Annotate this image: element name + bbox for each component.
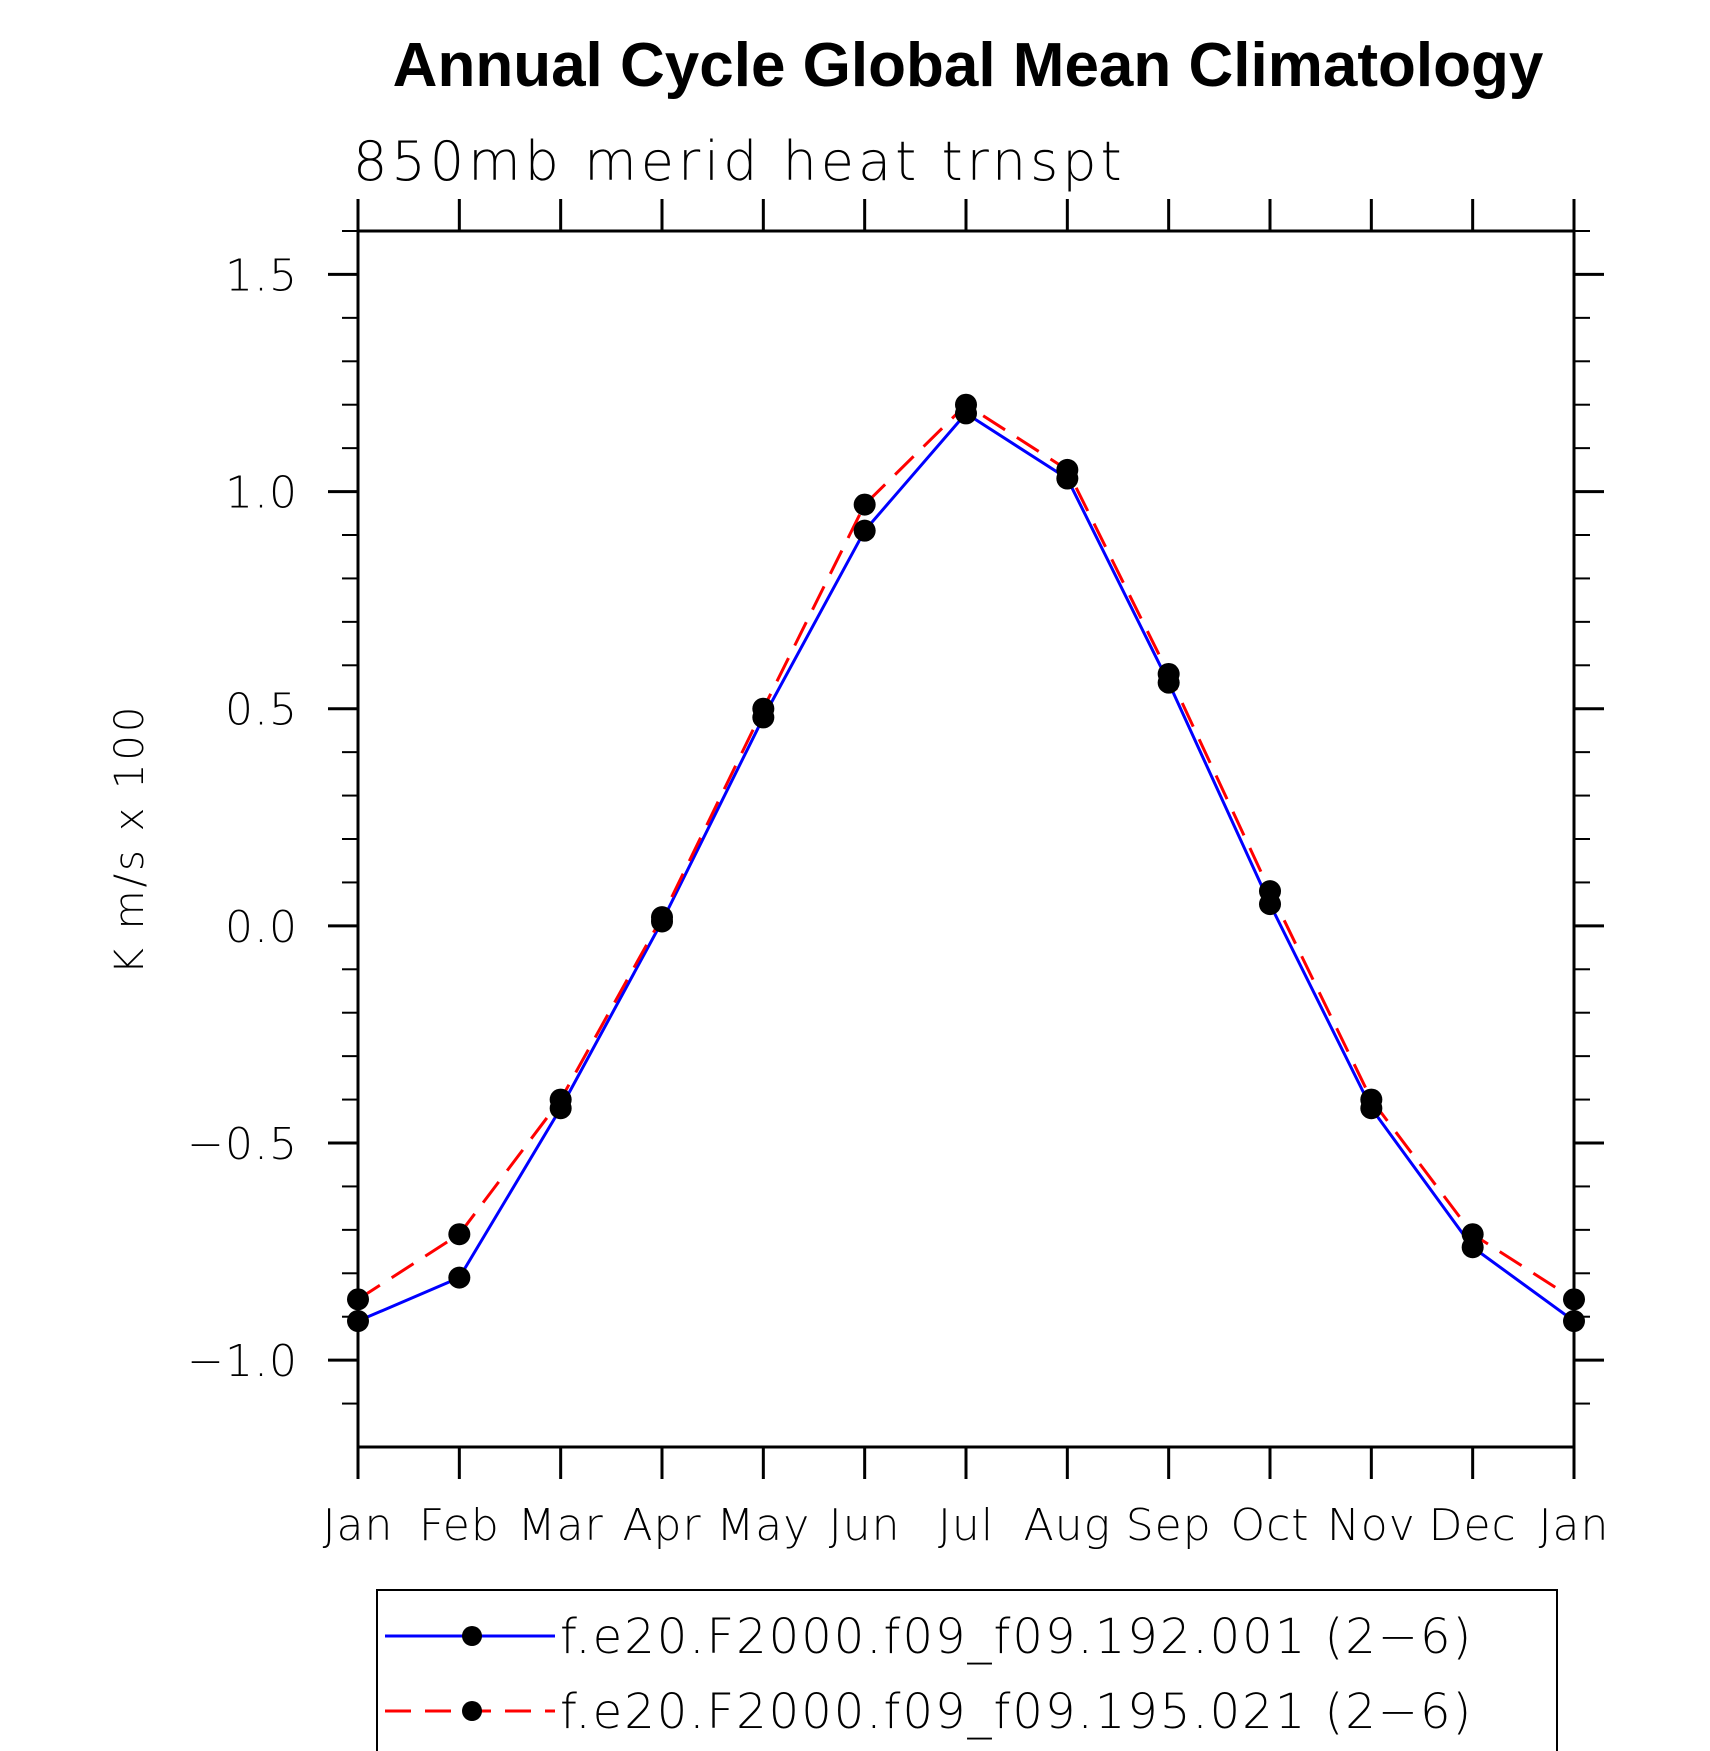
data-point-series-1 xyxy=(448,1266,471,1289)
x-tick-label: Jun xyxy=(829,1500,901,1551)
x-tick-label: Sep xyxy=(1126,1500,1212,1551)
data-point-series-2 xyxy=(752,697,775,720)
legend-label-series-2: f.e20.F2000.f09_f09.195.021 (2−6) xyxy=(560,1684,1473,1740)
chart-subtitle: 850mb merid heat trnspt xyxy=(353,130,1126,193)
data-point-series-2 xyxy=(1461,1223,1484,1246)
legend-box xyxy=(376,1589,1558,1751)
series-layer xyxy=(347,393,1585,1333)
y-tick-label: 0.0 xyxy=(225,902,298,953)
legend-marker-series-2 xyxy=(462,1701,482,1721)
x-tick-label: Dec xyxy=(1429,1500,1517,1551)
y-tick-label: 1.0 xyxy=(225,468,298,519)
data-point-series-2 xyxy=(1157,662,1180,685)
data-point-series-2 xyxy=(448,1223,471,1246)
legend-label-series-1: f.e20.F2000.f09_f09.192.001 (2−6) xyxy=(560,1609,1473,1665)
legend-marker-series-1 xyxy=(462,1626,482,1646)
data-point-series-2 xyxy=(1259,880,1281,903)
data-point-series-2 xyxy=(651,906,673,929)
data-point-series-1 xyxy=(347,1310,369,1333)
data-point-series-2 xyxy=(347,1288,369,1311)
plot-frame xyxy=(356,229,1576,1449)
x-tick-label: Nov xyxy=(1327,1500,1416,1551)
y-axis-label: K m/s x 100 xyxy=(107,704,153,975)
chart-title: Annual Cycle Global Mean Climatology xyxy=(393,31,1544,100)
y-tick-labels: 1.5 1.0 0.5 0.0 −0.5 −1.0 xyxy=(187,250,298,1387)
data-point-series-1 xyxy=(853,519,876,542)
x-tick-label: Aug xyxy=(1024,1500,1111,1551)
x-tick-label: Jan xyxy=(1539,1500,1610,1551)
data-point-series-2 xyxy=(549,1088,572,1111)
data-point-series-2 xyxy=(853,493,876,516)
x-tick-label: Jul xyxy=(938,1500,994,1551)
y-tick-label: 1.5 xyxy=(225,250,298,301)
x-tick-label: Jan xyxy=(323,1500,394,1551)
x-tick-label: Apr xyxy=(622,1500,701,1551)
legend: f.e20.F2000.f09_f09.192.001 (2−6) f.e20.… xyxy=(376,1589,1558,1751)
series-line-2 xyxy=(357,403,1575,1301)
series-line-1 xyxy=(357,411,1575,1323)
y-tick-label: −0.5 xyxy=(187,1119,298,1170)
x-tick-labels: Jan Feb Mar Apr May Jun Jul Aug Sep Oct Nov Dec Jan xyxy=(323,1500,1610,1551)
axis-ticks xyxy=(328,199,1604,1479)
y-tick-label: 0.5 xyxy=(225,685,298,736)
data-point-series-1 xyxy=(1563,1310,1585,1333)
data-point-series-2 xyxy=(1360,1088,1383,1111)
x-tick-label: Mar xyxy=(518,1500,604,1551)
data-point-series-2 xyxy=(955,393,977,416)
x-tick-label: Oct xyxy=(1230,1500,1309,1551)
y-tick-label: −1.0 xyxy=(187,1336,298,1387)
x-tick-label: May xyxy=(716,1500,810,1551)
data-point-series-2 xyxy=(1056,458,1079,481)
data-point-series-2 xyxy=(1563,1288,1585,1311)
x-tick-label: Feb xyxy=(419,1500,500,1551)
